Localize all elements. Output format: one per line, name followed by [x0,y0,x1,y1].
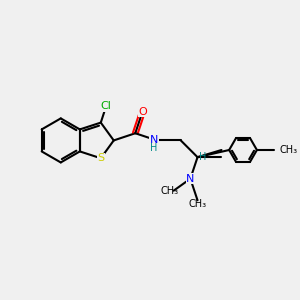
Text: CH₃: CH₃ [161,186,179,196]
Text: CH₃: CH₃ [279,145,298,155]
Text: N: N [150,135,158,146]
Text: H: H [150,143,158,153]
Text: CH₃: CH₃ [188,199,207,209]
Text: S: S [97,153,104,163]
Text: N: N [186,174,194,184]
Text: H: H [199,152,206,162]
Text: Cl: Cl [101,101,112,111]
Text: O: O [138,107,147,117]
